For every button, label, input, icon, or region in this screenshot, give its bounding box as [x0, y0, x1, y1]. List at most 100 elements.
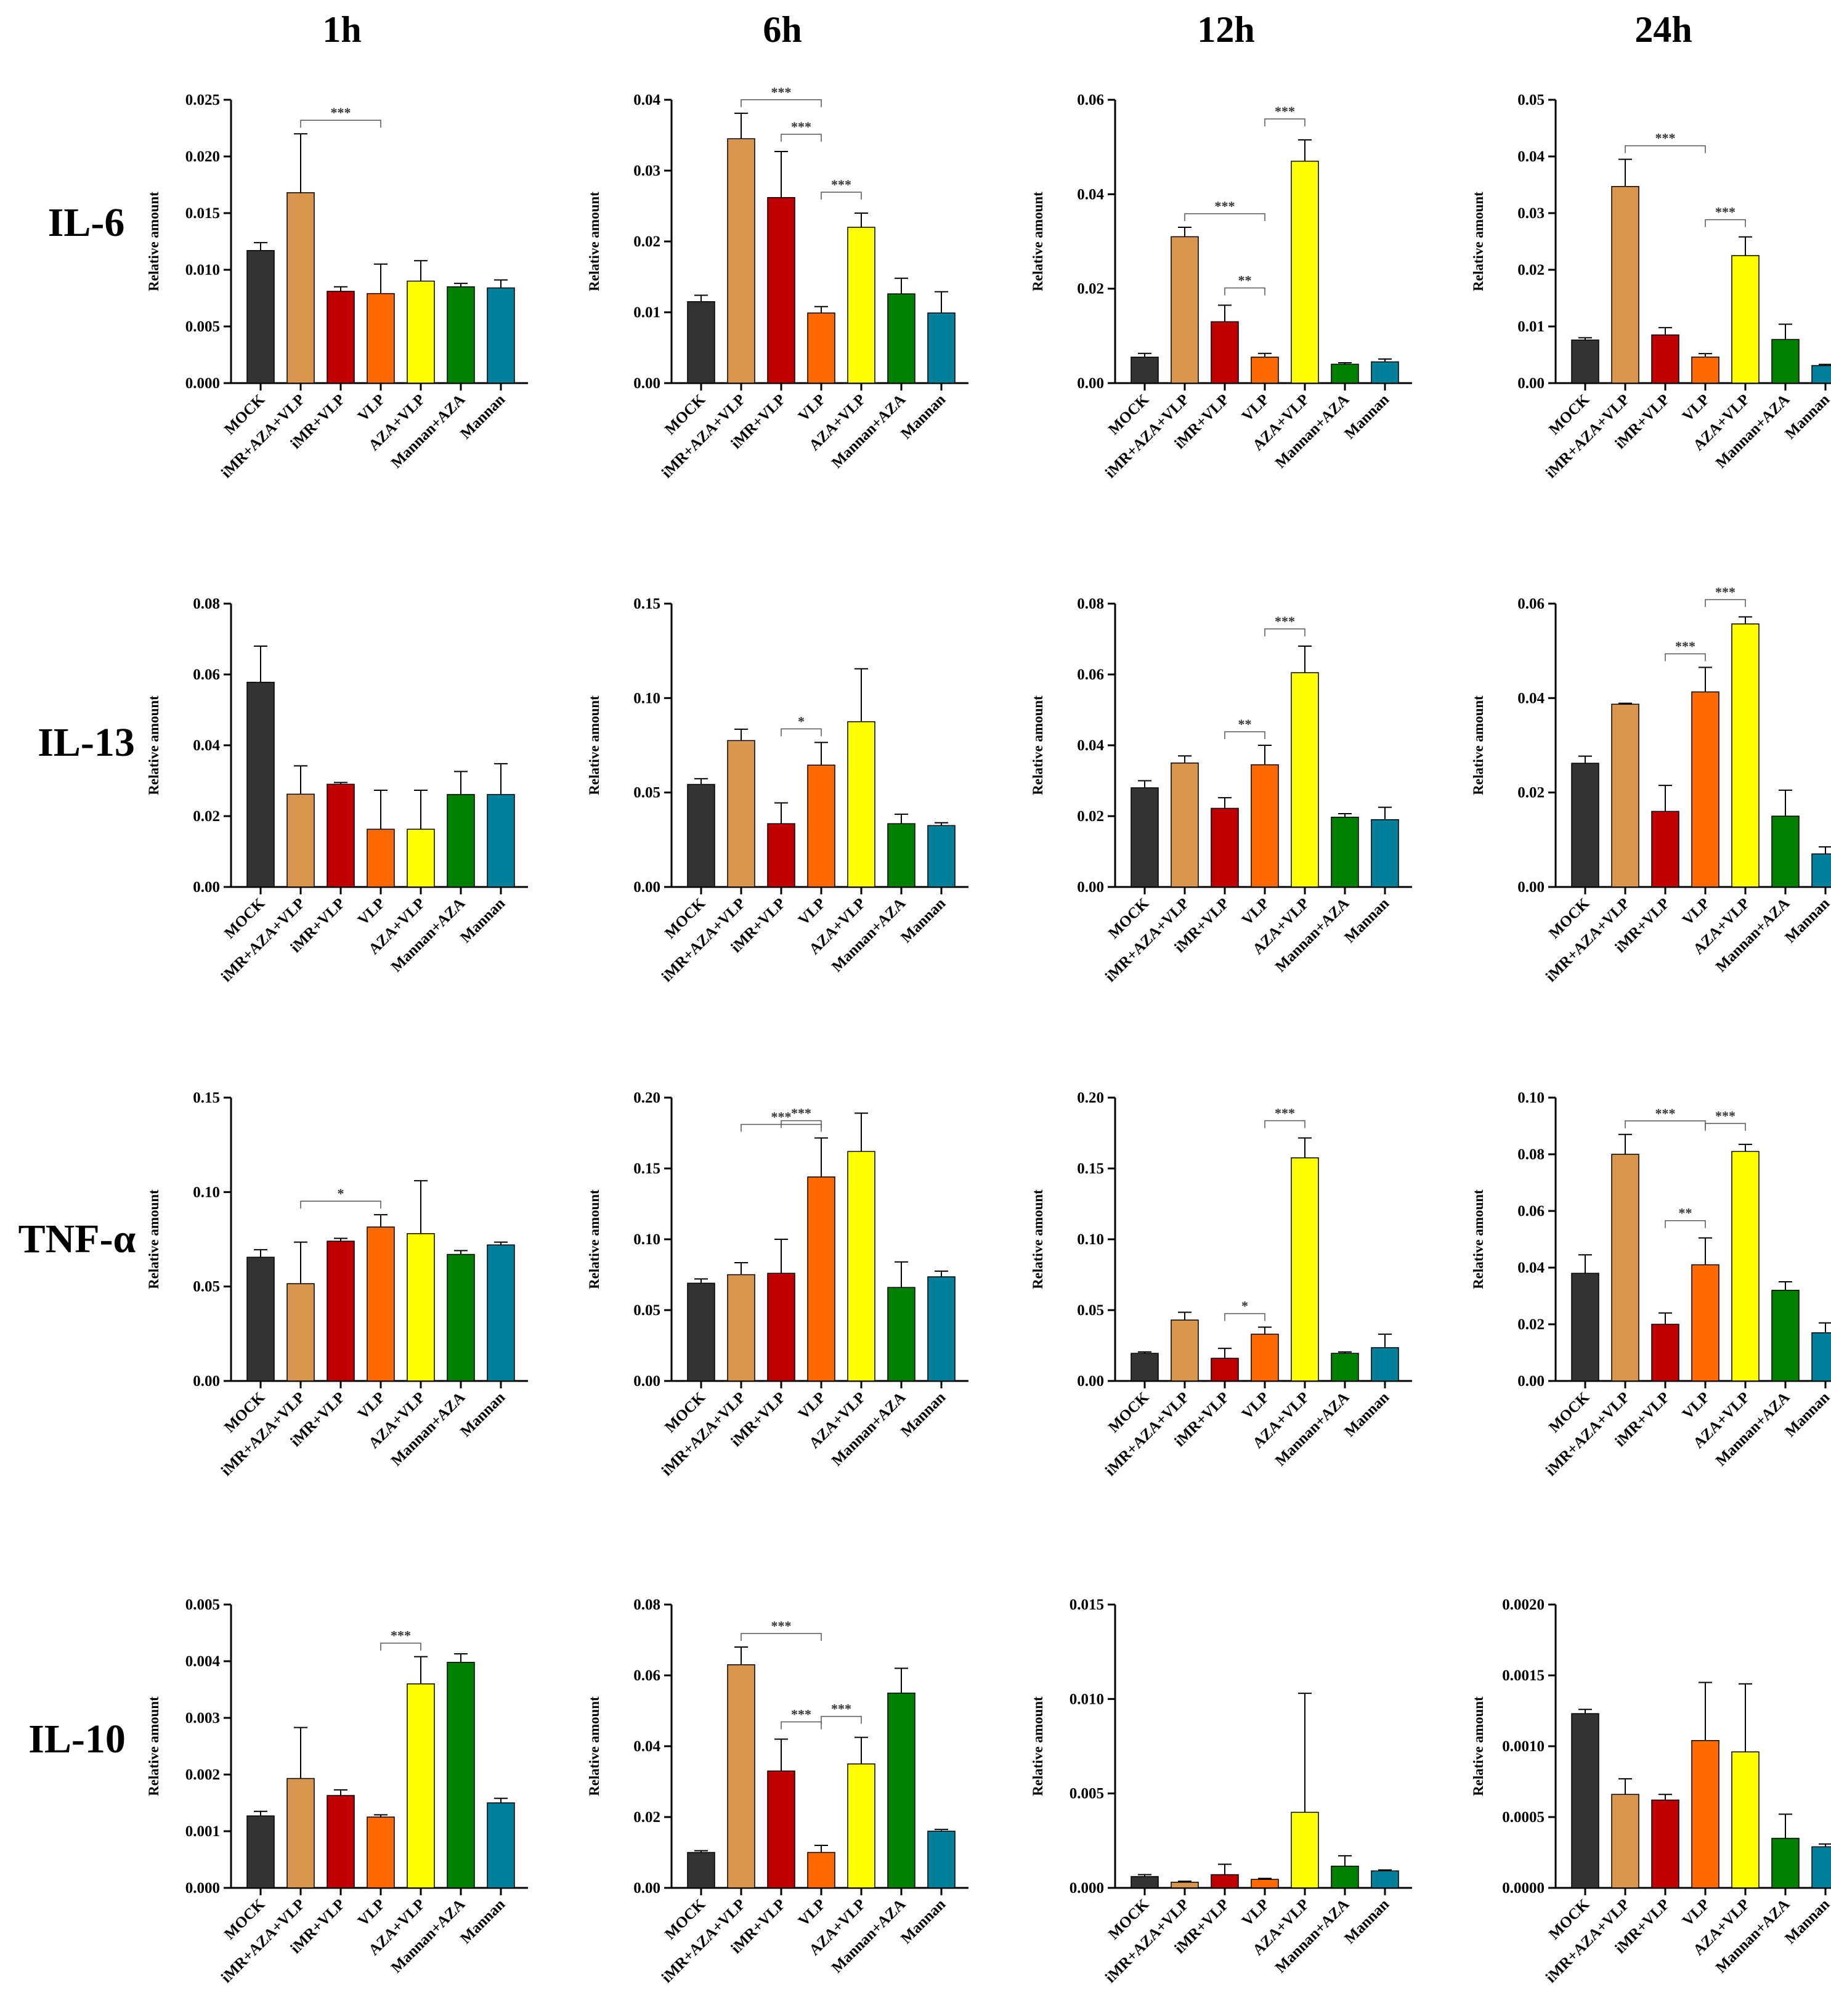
- y-tick-label: 0.04: [633, 92, 660, 108]
- chart-il106h: Relative amount0.000.020.040.060.08MOCKi…: [587, 1597, 968, 1986]
- bar-mock: [1131, 787, 1159, 888]
- bar-mannan: [1811, 1846, 1831, 1888]
- bar-vlp: [367, 293, 395, 384]
- significance-bracket: [1665, 1220, 1706, 1228]
- row-header-il10: IL-10: [28, 1717, 126, 1762]
- bar-vlp: [1251, 1879, 1279, 1888]
- x-tick-label: VLP: [355, 1389, 388, 1422]
- y-axis-label: Relative amount: [1471, 192, 1486, 291]
- x-tick-label: VLP: [1239, 1896, 1272, 1929]
- significance-label: *: [338, 1186, 344, 1201]
- y-tick-label: 0.04: [1077, 737, 1104, 754]
- col-header-24h: 24h: [1634, 9, 1692, 50]
- significance-bracket: [741, 1633, 822, 1641]
- significance-bracket: [1184, 213, 1265, 221]
- significance-bracket: [1264, 118, 1305, 127]
- x-tick-label: Mannan: [457, 391, 508, 442]
- y-tick-label: 0.00: [633, 1373, 660, 1390]
- bar-vlp: [807, 312, 835, 384]
- y-tick-label: 0.02: [1517, 262, 1545, 278]
- y-tick-label: 0.04: [193, 737, 220, 754]
- y-tick-label: 0.15: [193, 1090, 220, 1106]
- x-tick-label: Mannan+AZA: [829, 1896, 909, 1976]
- y-axis-label: Relative amount: [146, 695, 161, 795]
- y-axis-label: Relative amount: [1030, 1189, 1045, 1289]
- bar-imr-aza-vlp: [1611, 1794, 1639, 1888]
- x-tick-label: VLP: [795, 1896, 829, 1929]
- y-tick-label: 0.02: [1077, 281, 1104, 298]
- x-tick-label: Mannan+AZA: [1272, 1389, 1352, 1469]
- chart-il61h: Relative amount 0.000 0.005 0.010 0.015 0.020…: [146, 92, 528, 481]
- significance-label: *: [798, 713, 805, 729]
- significance-label: ***: [1715, 584, 1736, 599]
- significance-bracket: [1705, 1123, 1746, 1131]
- bar-mannan-aza: [887, 1287, 916, 1382]
- y-axis-label: Relative amount: [146, 1696, 161, 1796]
- bar-aza-vlp: [407, 1233, 435, 1382]
- chart-tnf1h: Relative amount0.000.050.100.15MOCKiMR+A…: [146, 1090, 528, 1479]
- bar-mock: [1571, 339, 1599, 384]
- y-tick-label: 0.02: [633, 1809, 660, 1826]
- x-tick-label: Mannan: [1341, 1896, 1392, 1947]
- significance-label: ***: [1655, 131, 1676, 146]
- significance-bracket: [1224, 1313, 1265, 1321]
- chart-il1024h: Relative amount 0.0000 0.0005 0.0010 0.0015 0…: [1471, 1597, 1831, 1986]
- bar-aza-vlp: [847, 1763, 875, 1888]
- y-tick-label: 0.02: [193, 808, 220, 825]
- x-tick-label: Mannan+AZA: [388, 1389, 468, 1469]
- col-header-12h: 12h: [1197, 9, 1254, 50]
- x-tick-label: VLP: [795, 895, 829, 928]
- bar-aza-vlp: [1731, 255, 1760, 384]
- bar-mannan: [1811, 853, 1831, 888]
- y-tick-label: 0.00: [1077, 879, 1104, 896]
- y-axis-label: Relative amount: [1030, 695, 1045, 795]
- bar-imr-vlp: [767, 823, 795, 888]
- x-tick-label: VLP: [1239, 895, 1272, 928]
- bar-aza-vlp: [1291, 160, 1319, 384]
- y-tick-label: 0.015: [185, 205, 220, 222]
- significance-bracket: [1264, 1120, 1305, 1128]
- significance-label: *: [1241, 1298, 1248, 1314]
- bar-imr-vlp: [1211, 808, 1239, 888]
- significance-label: **: [1679, 1205, 1692, 1221]
- y-tick-label: 0.005: [185, 318, 220, 335]
- significance-bracket: [1705, 599, 1746, 607]
- x-tick-label: Mannan+AZA: [829, 895, 909, 975]
- y-tick-label: 0.08: [633, 1597, 660, 1613]
- bar-aza-vlp: [847, 227, 875, 384]
- significance-bracket: [781, 134, 822, 142]
- significance-bracket: [741, 99, 822, 107]
- significance-label: **: [1238, 273, 1252, 288]
- bar-imr-vlp: [327, 1795, 355, 1888]
- y-tick-label: 0.10: [633, 690, 660, 706]
- significance-label: ***: [771, 1618, 792, 1633]
- x-tick-label: Mannan+AZA: [1713, 895, 1793, 975]
- bar-mannan-aza: [1771, 816, 1800, 888]
- y-axis-label: Relative amount: [1030, 192, 1045, 291]
- y-tick-label: 0.004: [185, 1653, 221, 1670]
- y-tick-label: 0.05: [193, 1279, 220, 1295]
- bar-imr-vlp: [1211, 1358, 1239, 1382]
- y-tick-label: 0.15: [633, 596, 660, 612]
- bar-imr-vlp: [327, 783, 355, 888]
- bar-mock: [1131, 1876, 1159, 1888]
- bar-mannan: [1371, 1870, 1399, 1888]
- bar-imr-aza-vlp: [286, 1778, 315, 1888]
- bar-imr-vlp: [1211, 1874, 1239, 1888]
- y-tick-label: 0.015: [1070, 1597, 1104, 1613]
- bar-imr-vlp: [1651, 811, 1679, 888]
- y-tick-label: 0.06: [633, 1667, 660, 1684]
- y-tick-label: 0.10: [1517, 1090, 1545, 1106]
- y-tick-label: 0.01: [633, 304, 660, 321]
- significance-label: ***: [771, 84, 792, 100]
- y-tick-label: 0.02: [1517, 785, 1545, 801]
- y-tick-label: 0.10: [193, 1184, 220, 1200]
- bar-vlp: [1251, 764, 1279, 888]
- chart-il1312h: Relative amount0.000.020.040.060.08MOCKi…: [1030, 596, 1412, 985]
- y-tick-label: 0.003: [185, 1710, 220, 1727]
- y-tick-label: 0.00: [1517, 1373, 1545, 1390]
- column-headers: 1h 6h 12h 24h: [322, 9, 1692, 50]
- x-tick-label: Mannan: [457, 1389, 508, 1440]
- bar-mannan: [1811, 365, 1831, 384]
- y-tick-label: 0.002: [185, 1767, 220, 1783]
